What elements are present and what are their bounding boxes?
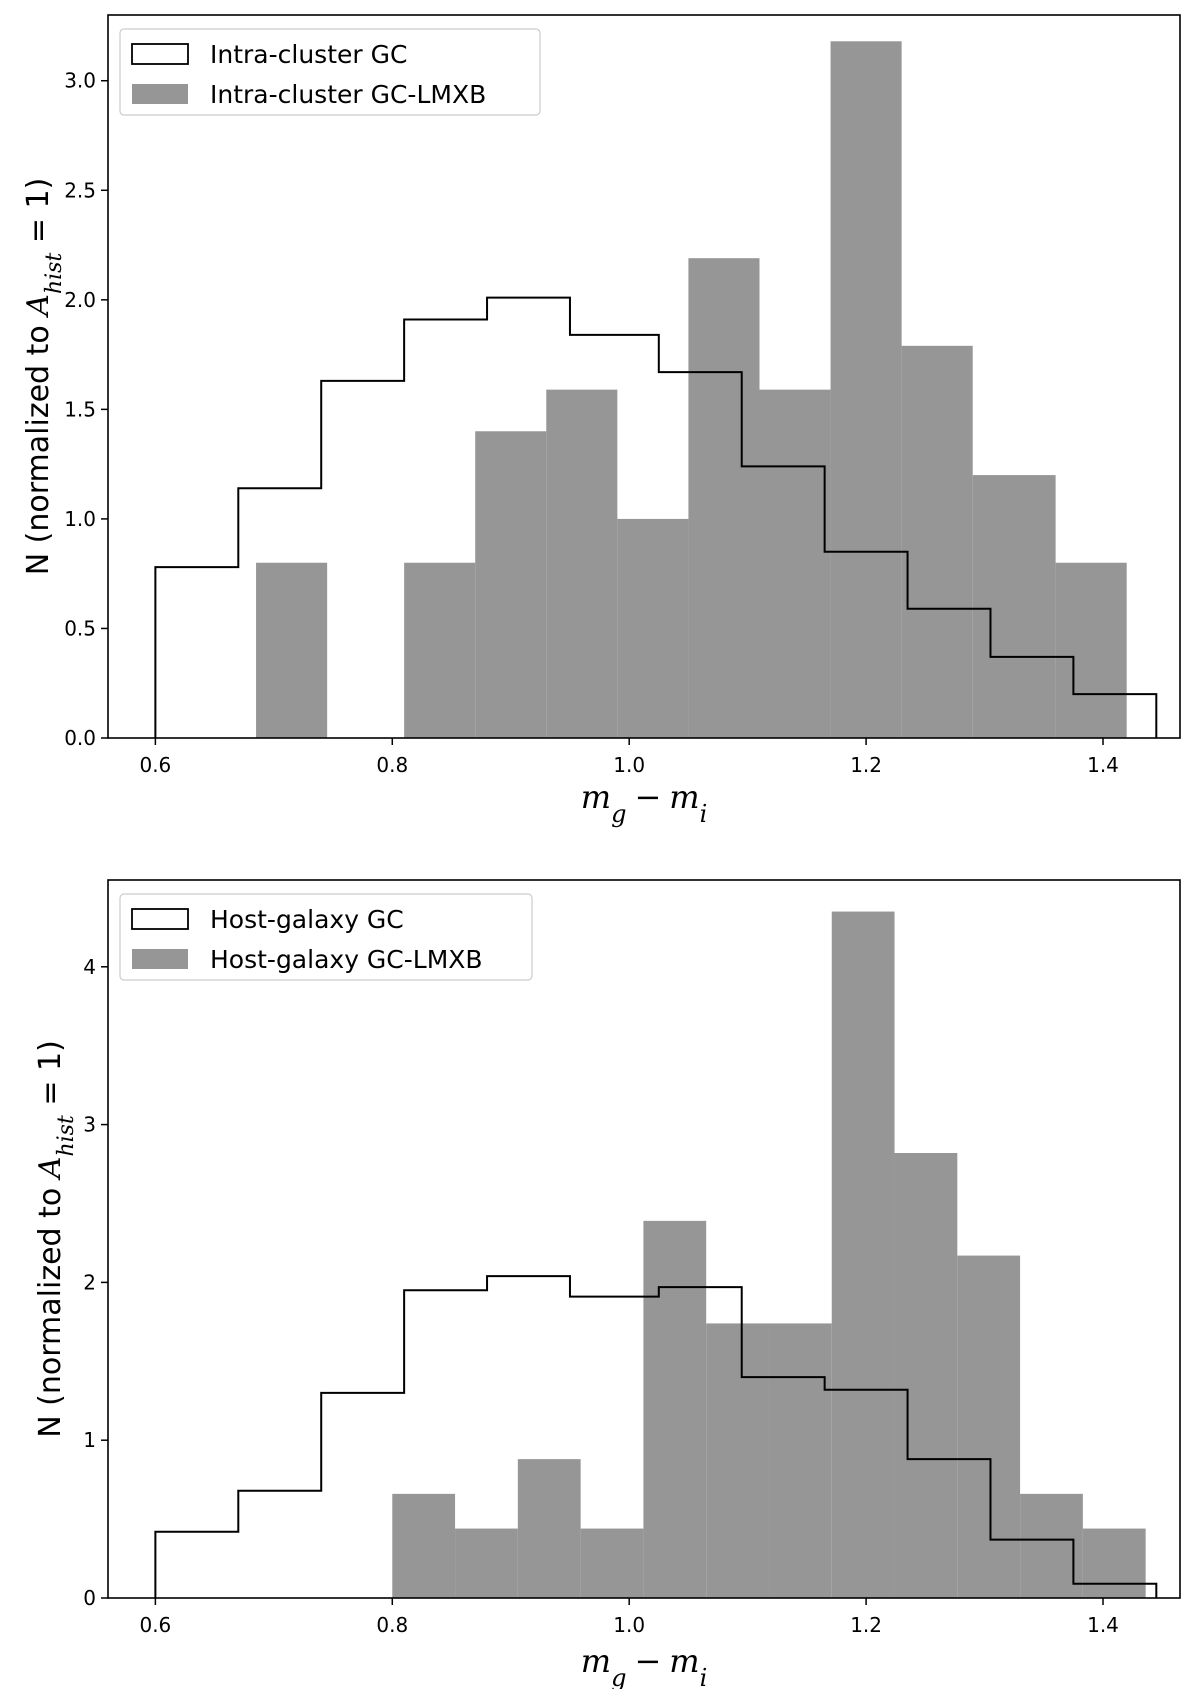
step-histogram-line [154,296,1158,738]
x-axis-label-part: − [634,1642,661,1680]
legend-swatch-filled [132,949,188,969]
histogram-bar [455,1528,518,1598]
legend-swatch-outline [131,908,189,930]
x-axis-label: mg − mi [581,778,708,828]
y-axis-label-suffix: = 1) [33,1040,68,1115]
y-tick-label: 3 [83,1113,96,1137]
legend-entry-label: Host-galaxy GC [210,905,404,934]
histogram-bar [894,1152,958,1598]
histogram-bar [901,345,973,738]
histogram-bar [256,562,328,738]
y-tick-label: 1 [83,1428,96,1452]
histogram-bar [768,1323,832,1598]
axes-frame [107,879,1181,1599]
x-tick-label: 1.2 [850,753,882,777]
legend: Host-galaxy GC Host-galaxy GC-LMXB [119,893,533,981]
x-axis-label-part: m [669,778,699,816]
histogram-bar [643,1220,707,1598]
histogram-bar [830,41,902,739]
legend-entry-label: Intra-cluster GC-LMXB [210,80,486,109]
x-axis-label-part: i [700,800,708,828]
x-axis-label-part: g [611,1664,626,1689]
legend: Intra-cluster GC Intra-cluster GC-LMXB [119,28,541,116]
x-axis-label: mg − mi [581,1642,708,1689]
histogram-bar [404,562,476,738]
y-axis-label-suffix: = 1) [21,178,56,253]
histogram-bar [759,389,831,738]
histogram-bar [475,431,547,738]
y-axis-label: N (normalized to Ahist = 1) [33,1040,79,1438]
y-axis-label-subscript: hist [42,253,67,294]
histogram-bar [517,1459,581,1598]
y-tick-label: 2 [83,1270,96,1294]
histogram-bar [392,1493,456,1598]
x-axis-label-part: − [634,778,661,816]
x-tick-label: 0.6 [139,753,171,777]
histogram-bar [580,1528,644,1598]
y-tick-label: 3.0 [64,69,96,93]
x-tick-label: 1.0 [613,1613,645,1637]
step-histogram-line [154,1275,1158,1598]
x-axis-label-part: m [669,1642,699,1680]
x-tick-label: 1.0 [613,753,645,777]
x-tick-label: 1.4 [1087,753,1119,777]
legend-box [119,893,533,981]
y-axis-label-symbol: A [33,1157,68,1182]
x-axis-label-part: i [700,1664,708,1689]
y-tick-label: 1.0 [64,507,96,531]
y-tick-label: 0.5 [64,616,96,640]
x-axis-label-part: m [581,778,611,816]
legend-box [119,28,541,116]
y-tick-label: 0.0 [64,726,96,750]
y-tick-label: 2.0 [64,288,96,312]
histogram-bar [706,1323,769,1598]
histogram-bar [546,389,618,738]
histogram-bar [1082,1528,1146,1598]
legend-entry-label: Host-galaxy GC-LMXB [210,945,483,974]
histogram-bar [972,475,1056,738]
x-tick-label: 0.8 [376,753,408,777]
y-tick-label: 1.5 [64,397,96,421]
x-tick-label: 1.4 [1087,1613,1119,1637]
x-tick-label: 0.6 [139,1613,171,1637]
x-tick-label: 1.2 [850,1613,882,1637]
histogram-bar [957,1255,1021,1598]
legend-swatch-outline [131,43,189,65]
histogram-bar [831,911,895,1598]
histogram-bar [688,258,760,738]
histogram-bar [617,518,689,738]
y-axis-label: N (normalized to Ahist = 1) [21,178,67,576]
x-axis-label-part: m [581,1642,611,1680]
legend-swatch-filled [132,84,188,104]
y-axis-label-symbol: A [21,294,56,319]
axes-frame [107,14,1181,739]
y-axis-label-subscript: hist [54,1115,79,1156]
legend-entry-label: Intra-cluster GC [210,40,407,69]
histogram-bar [1055,562,1127,738]
y-axis-label-prefix: N (normalized to [21,316,56,576]
y-tick-label: 4 [83,955,96,979]
top-histogram-panel: 0.6 0.8 1.0 1.2 1.40.00.51.01.52.02.53.0mg − m… [21,14,1181,828]
x-axis-label-part: g [611,800,626,828]
y-tick-label: 2.5 [64,178,96,202]
y-tick-label: 0 [83,1586,96,1610]
x-tick-label: 0.8 [376,1613,408,1637]
y-axis-label-prefix: N (normalized to [33,1178,68,1438]
